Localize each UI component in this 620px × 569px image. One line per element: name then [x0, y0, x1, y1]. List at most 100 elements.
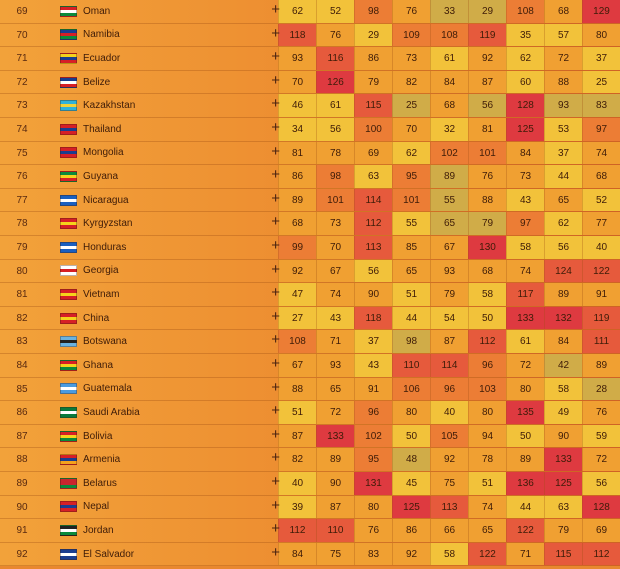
- score-cell: 43: [506, 188, 544, 212]
- expand-plus-icon[interactable]: +: [271, 331, 280, 349]
- expand-plus-icon[interactable]: +: [271, 284, 280, 302]
- expand-plus-icon[interactable]: +: [271, 260, 280, 278]
- score-cell: 128: [582, 495, 620, 519]
- rank-number: 83: [16, 336, 28, 348]
- score-cell: 54: [430, 306, 468, 330]
- country-name: Botswana: [83, 336, 127, 348]
- score-cell: 133: [506, 306, 544, 330]
- table-row: 74 Thailand +34 56 100 70 32 81 125 53 97: [0, 118, 620, 142]
- expand-plus-icon[interactable]: +: [271, 355, 280, 372]
- score-cells: 86 98 63 95 89 76 73 44 68: [278, 165, 620, 188]
- score-cell: 86: [354, 47, 392, 70]
- table-row: 69 Oman +62 52 98 76 33 29 108 68 129: [0, 0, 620, 24]
- score-cell: 69: [582, 519, 620, 542]
- score-cell: 43: [354, 354, 392, 377]
- score-cells: 87 133 102 50 105 94 50 90 59: [278, 424, 620, 448]
- expand-plus-icon[interactable]: +: [271, 473, 280, 490]
- country-cell: Guyana +: [44, 165, 280, 188]
- expand-plus-icon[interactable]: +: [271, 213, 280, 231]
- country-cell: Thailand +: [44, 118, 280, 141]
- country-name: Guatemala: [83, 383, 132, 395]
- score-cell: 74: [506, 259, 544, 283]
- score-cell: 51: [468, 472, 506, 495]
- score-cell: 84: [278, 542, 316, 566]
- score-cell: 115: [544, 542, 582, 566]
- score-cell: 62: [392, 141, 430, 165]
- expand-plus-icon[interactable]: +: [271, 402, 280, 420]
- score-cell: 89: [582, 354, 620, 377]
- table-row: 75 Mongolia +81 78 69 62 102 101 84 37 74: [0, 141, 620, 166]
- score-cell: 101: [468, 141, 506, 165]
- expand-plus-icon[interactable]: +: [271, 189, 280, 207]
- country-cell: Nepal +: [44, 496, 280, 519]
- score-cell: 81: [278, 141, 316, 165]
- country-name: Namibia: [83, 29, 120, 41]
- expand-plus-icon[interactable]: +: [271, 378, 280, 396]
- score-cell: 112: [468, 330, 506, 353]
- score-cell: 79: [544, 519, 582, 542]
- country-name: Georgia: [83, 265, 119, 277]
- table-row: 81 Vietnam +47 74 90 51 79 58 117 89 91: [0, 283, 620, 307]
- score-cell: 125: [544, 472, 582, 495]
- score-cell: 69: [354, 141, 392, 165]
- score-cells: 47 74 90 51 79 58 117 89 91: [278, 283, 620, 306]
- expand-plus-icon[interactable]: +: [271, 496, 280, 514]
- country-name: China: [83, 312, 110, 324]
- score-cell: 60: [506, 70, 544, 94]
- score-cell: 83: [582, 94, 620, 117]
- country-name: Saudi Arabia: [83, 406, 140, 418]
- score-cell: 56: [354, 259, 392, 283]
- rank-number: 87: [16, 430, 28, 442]
- score-cell: 56: [544, 236, 582, 259]
- score-cell: 129: [582, 0, 620, 23]
- score-cell: 91: [354, 377, 392, 401]
- expand-plus-icon[interactable]: +: [271, 237, 280, 254]
- score-cell: 71: [316, 330, 354, 353]
- score-cell: 98: [354, 0, 392, 23]
- score-cell: 29: [468, 0, 506, 23]
- score-cell: 88: [544, 70, 582, 94]
- expand-plus-icon[interactable]: +: [271, 166, 280, 184]
- table-row: 79 Honduras +99 70 113 85 67 130 58 56 40: [0, 236, 620, 260]
- score-cell: 111: [582, 330, 620, 353]
- expand-plus-icon[interactable]: +: [271, 48, 280, 66]
- expand-plus-icon[interactable]: +: [271, 1, 280, 18]
- score-cell: 58: [544, 377, 582, 401]
- score-cell: 67: [430, 236, 468, 259]
- expand-plus-icon[interactable]: +: [271, 449, 280, 467]
- score-cells: 27 43 118 44 54 50 133 132 119: [278, 306, 620, 330]
- country-cell: Guatemala +: [44, 378, 280, 401]
- expand-plus-icon[interactable]: +: [271, 24, 280, 42]
- score-cell: 95: [354, 448, 392, 471]
- expand-plus-icon[interactable]: +: [271, 119, 280, 136]
- score-cell: 57: [544, 23, 582, 47]
- expand-plus-icon[interactable]: +: [271, 71, 280, 89]
- score-cell: 51: [392, 283, 430, 306]
- score-cell: 62: [278, 0, 316, 23]
- score-cell: 133: [544, 448, 582, 471]
- score-cells: 118 76 29 109 108 119 35 57 80: [278, 23, 620, 47]
- score-cell: 102: [354, 424, 392, 448]
- score-cell: 49: [544, 401, 582, 424]
- expand-plus-icon[interactable]: +: [271, 307, 280, 325]
- score-cell: 73: [506, 165, 544, 188]
- rank-number: 70: [16, 29, 28, 41]
- rank-number: 90: [16, 501, 28, 513]
- score-cell: 108: [430, 23, 468, 47]
- expand-plus-icon[interactable]: +: [271, 95, 280, 113]
- score-cell: 56: [316, 118, 354, 141]
- flag-icon: [60, 501, 77, 513]
- expand-plus-icon[interactable]: +: [271, 142, 280, 160]
- score-cell: 34: [278, 118, 316, 141]
- expand-plus-icon[interactable]: +: [271, 425, 280, 443]
- rank-number: 85: [16, 383, 28, 395]
- score-cell: 105: [430, 424, 468, 448]
- score-cell: 76: [392, 0, 430, 23]
- expand-plus-icon[interactable]: +: [271, 520, 280, 538]
- score-cell: 100: [354, 118, 392, 141]
- score-cell: 82: [278, 448, 316, 471]
- table-row: 83 Botswana +108 71 37 98 87 112 61 84 111: [0, 330, 620, 354]
- score-cell: 128: [506, 94, 544, 117]
- expand-plus-icon[interactable]: +: [271, 543, 280, 561]
